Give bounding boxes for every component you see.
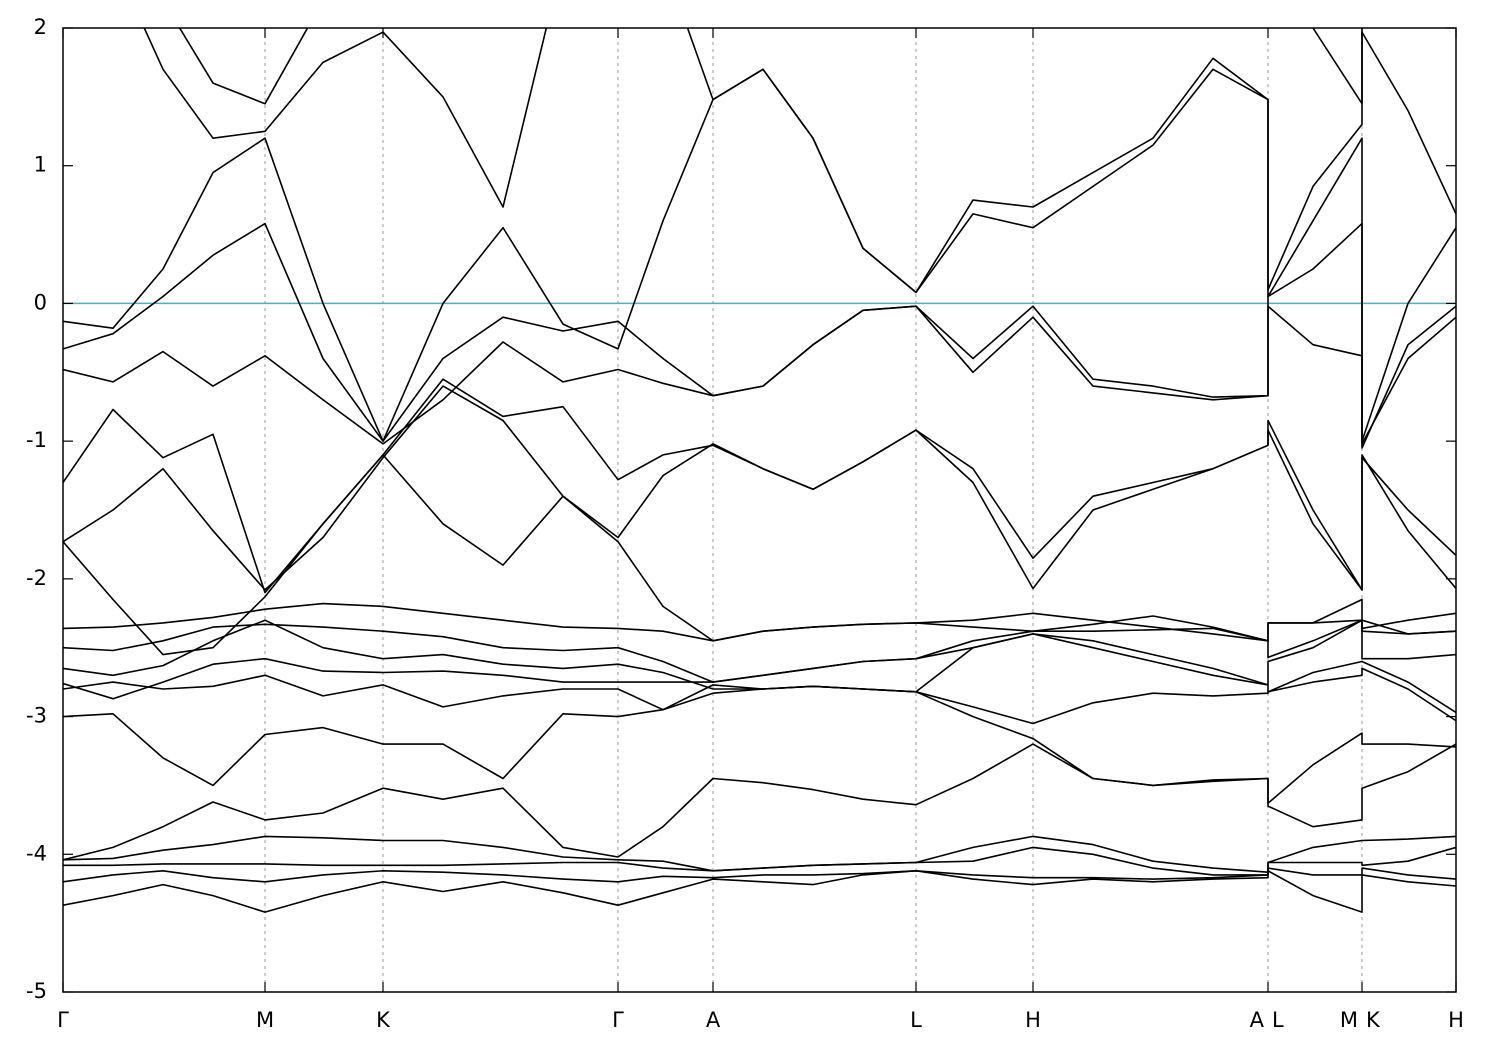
x-tick-label: H [1025, 1008, 1041, 1032]
x-tick-label: Γ [612, 1008, 624, 1032]
x-tick-label: K [1366, 1008, 1381, 1032]
x-tick-label: A [1250, 1008, 1265, 1032]
y-tick-label: 0 [34, 290, 47, 314]
band-line [63, 685, 1456, 805]
plot-frame [62, 27, 1457, 993]
band-line [63, 835, 1456, 873]
band-line [63, 667, 1456, 725]
band-line [178, 28, 1363, 105]
x-tick-label: M [256, 1008, 274, 1032]
x-tick-label: L [910, 1008, 922, 1032]
y-tick-label: -2 [26, 566, 47, 590]
bands-layer [63, 28, 1456, 913]
band-line [63, 633, 1456, 714]
x-tick-label: L [1272, 1008, 1284, 1032]
band-line [63, 305, 1456, 445]
grid-layer [62, 28, 1457, 992]
x-tick-label: K [376, 1008, 391, 1032]
x-tick-label: A [706, 1008, 721, 1032]
band-line [63, 615, 1456, 683]
band-line [63, 743, 1456, 861]
band-line [63, 385, 1456, 591]
band-line [63, 870, 1456, 913]
x-tick-label: H [1448, 1008, 1464, 1032]
y-tick-label: 1 [34, 153, 47, 177]
y-tick-label: -5 [26, 979, 47, 1003]
x-tick-label: M [1340, 1008, 1358, 1032]
band-line [143, 28, 1456, 294]
band-line [63, 222, 1456, 449]
y-tick-label: -3 [26, 704, 47, 728]
y-tick-label: 2 [34, 15, 47, 39]
band-line [63, 68, 1456, 442]
band-line [63, 619, 1456, 693]
y-tick-label: -4 [26, 841, 47, 865]
band-line [63, 378, 1456, 594]
y-tick-label: -1 [26, 428, 47, 452]
x-tick-label: Γ [57, 1008, 69, 1032]
band-line [63, 867, 1456, 883]
band-line [63, 454, 1456, 656]
